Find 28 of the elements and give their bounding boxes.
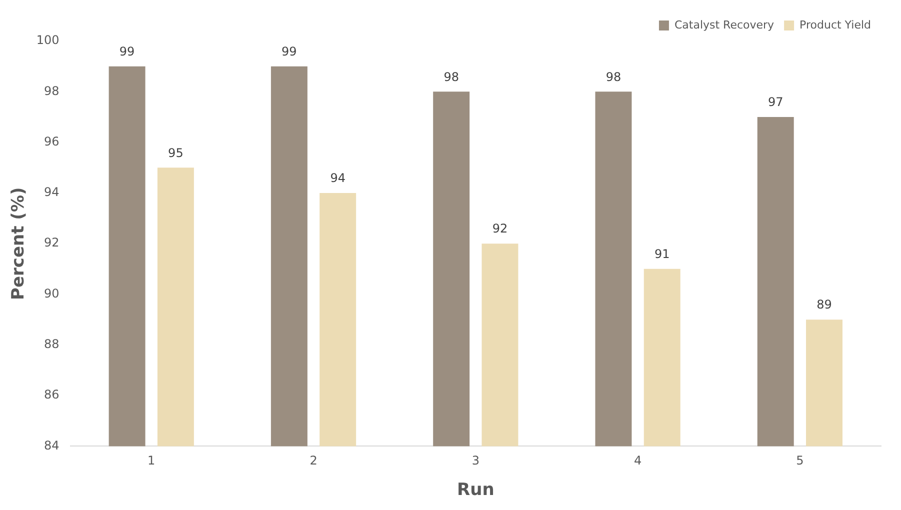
x-tick-label: 3 (472, 454, 480, 468)
x-tick-label: 1 (148, 454, 156, 468)
y-tick-label: 96 (44, 134, 60, 148)
x-tick-label: 2 (310, 454, 318, 468)
data-label: 98 (606, 70, 622, 84)
data-label: 99 (119, 44, 135, 58)
x-tick-label: 4 (634, 454, 642, 468)
y-tick-label: 86 (44, 388, 60, 402)
legend-label: Catalyst Recovery (674, 18, 775, 32)
y-tick-label: 92 (44, 236, 60, 250)
data-label: 95 (168, 146, 184, 160)
y-tick-label: 100 (36, 33, 60, 48)
y-tick-label: 98 (44, 84, 60, 98)
y-tick-label: 94 (44, 185, 60, 200)
data-label: 98 (444, 70, 459, 84)
y-tick-label: 90 (44, 286, 60, 300)
x-axis-title: Run (457, 480, 494, 500)
data-label: 92 (492, 222, 508, 236)
data-label: 94 (330, 171, 346, 186)
y-tick-label: 88 (44, 337, 60, 352)
y-tick-label: 84 (44, 438, 60, 452)
data-label: 91 (654, 247, 670, 262)
legend-label: Product Yield (800, 18, 871, 32)
data-label: 99 (282, 44, 297, 58)
data-label: 97 (768, 95, 784, 110)
data-label: 89 (816, 298, 832, 312)
x-tick-label: 5 (796, 454, 804, 468)
y-axis-title: Percent (%) (8, 187, 29, 300)
